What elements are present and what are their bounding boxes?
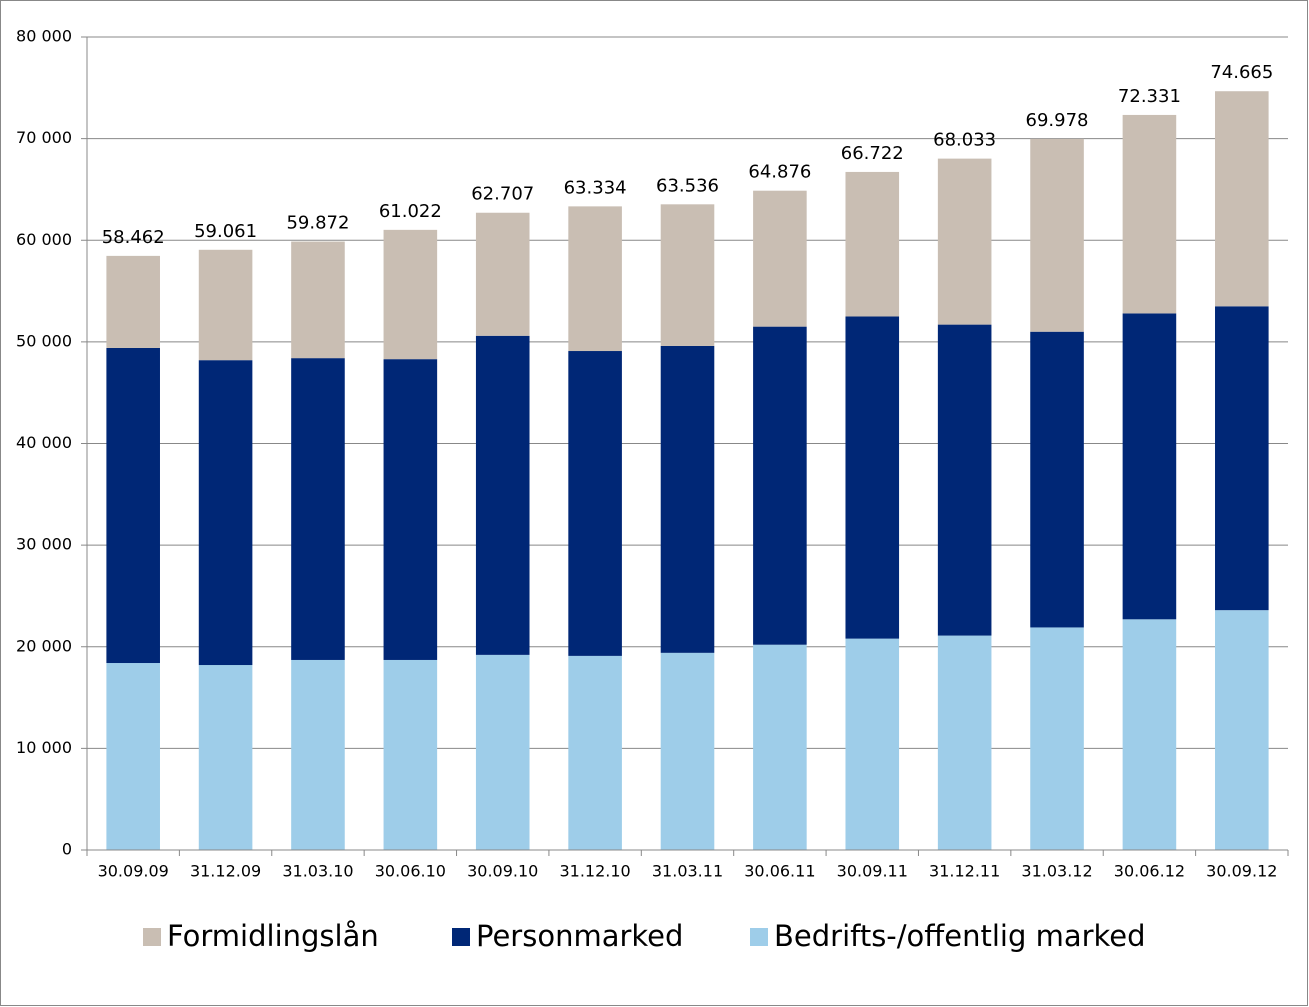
- total-label: 68.033: [933, 130, 996, 151]
- bar-segment: [106, 663, 160, 850]
- total-label: 58.462: [102, 227, 165, 248]
- bar-segment: [660, 345, 715, 653]
- x-tick-label: 30.06.12: [1114, 862, 1185, 881]
- legend-label: Personmarked: [476, 919, 683, 953]
- total-label: 66.722: [841, 143, 904, 164]
- x-tick-label: 31.12.10: [559, 862, 630, 881]
- legend-swatch: [750, 928, 768, 946]
- bar-segment: [845, 171, 900, 317]
- bar-segment: [753, 644, 807, 850]
- total-label: 74.665: [1210, 62, 1273, 83]
- y-tick-label: 20 000: [16, 636, 72, 655]
- y-tick-label: 30 000: [16, 535, 72, 554]
- total-label: 59.061: [194, 221, 257, 242]
- bar-segment: [568, 351, 622, 656]
- bar-segment: [1030, 331, 1084, 628]
- bar-segment: [937, 635, 992, 850]
- bar-segment: [475, 335, 530, 655]
- total-label: 61.022: [379, 201, 442, 222]
- bar-segment: [1215, 91, 1269, 307]
- y-tick-label: 40 000: [16, 433, 72, 452]
- x-tick-label: 31.12.11: [929, 862, 1000, 881]
- bar-segment: [1030, 627, 1084, 850]
- bar-segment: [198, 360, 253, 666]
- bar-segment: [1215, 306, 1269, 611]
- x-tick-label: 30.09.12: [1206, 862, 1277, 881]
- bar-segment: [106, 347, 160, 664]
- bar-segment: [753, 326, 807, 645]
- bar-segment: [291, 358, 345, 660]
- bar-segment: [660, 204, 715, 346]
- legend-label: Formidlingslån: [167, 919, 379, 953]
- bar-segment: [660, 652, 715, 850]
- x-tick-label: 30.06.10: [375, 862, 446, 881]
- bar-segment: [383, 229, 438, 360]
- bar-segment: [291, 241, 345, 359]
- bar-segment: [937, 158, 992, 325]
- bar-segment: [198, 665, 253, 850]
- total-label: 64.876: [748, 162, 811, 183]
- x-tick-label: 31.03.10: [282, 862, 353, 881]
- bar-segment: [845, 316, 900, 639]
- x-tick-label: 30.09.11: [837, 862, 908, 881]
- bar-segment: [753, 190, 807, 327]
- bar-segment: [475, 654, 530, 850]
- bar-segment: [1122, 313, 1177, 620]
- bar-segment: [198, 249, 253, 361]
- y-tick-label: 70 000: [16, 128, 72, 147]
- x-tick-label: 30.09.09: [98, 862, 169, 881]
- bar-segment: [1030, 138, 1084, 332]
- x-tick-label: 31.12.09: [190, 862, 261, 881]
- total-label: 59.872: [286, 213, 349, 234]
- y-tick-label: 50 000: [16, 331, 72, 350]
- y-tick-label: 60 000: [16, 230, 72, 249]
- bar-segment: [106, 255, 160, 348]
- x-tick-label: 31.03.12: [1021, 862, 1092, 881]
- bar-segment: [937, 324, 992, 636]
- bar-segment: [383, 359, 438, 660]
- y-tick-label: 80 000: [16, 27, 72, 46]
- x-tick-label: 31.03.11: [652, 862, 723, 881]
- bar-segment: [1122, 114, 1177, 314]
- bar-segment: [475, 212, 530, 336]
- total-label: 63.536: [656, 175, 719, 196]
- bar-segment: [1215, 610, 1269, 850]
- bar-segment: [568, 206, 622, 352]
- bar-segment: [845, 638, 900, 850]
- bar-segment: [383, 659, 438, 850]
- y-tick-label: 0: [62, 840, 72, 859]
- total-label: 62.707: [471, 184, 534, 205]
- bar-segment: [568, 655, 622, 850]
- total-label: 63.334: [564, 177, 627, 198]
- legend-swatch: [452, 928, 470, 946]
- y-tick-label: 10 000: [16, 738, 72, 757]
- total-label: 72.331: [1118, 86, 1181, 107]
- legend-swatch: [143, 928, 161, 946]
- bar-segment: [291, 659, 345, 850]
- legend-label: Bedrifts-/offentlig marked: [774, 919, 1146, 953]
- total-label: 69.978: [1026, 110, 1089, 131]
- x-tick-label: 30.06.11: [744, 862, 815, 881]
- x-tick-label: 30.09.10: [467, 862, 538, 881]
- bar-segment: [1122, 619, 1177, 850]
